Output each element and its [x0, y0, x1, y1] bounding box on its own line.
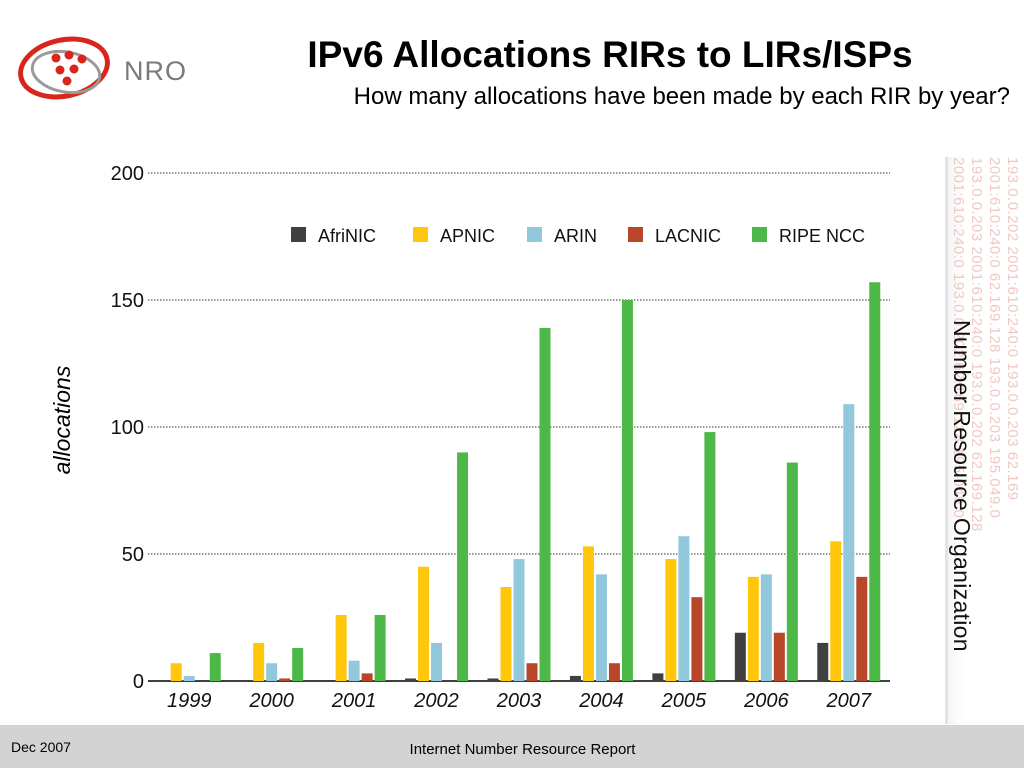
bar: [569, 675, 581, 681]
bar: [582, 546, 594, 681]
bar: [253, 642, 265, 681]
legend-label: APNIC: [440, 226, 495, 246]
bar: [348, 660, 360, 681]
legend-swatch: [413, 227, 428, 242]
bar: [361, 673, 373, 681]
bar: [608, 663, 620, 681]
bar: [513, 559, 525, 681]
bar: [418, 566, 430, 681]
bar: [266, 663, 278, 681]
bar: [786, 462, 798, 681]
bar: [843, 404, 855, 681]
bar: [734, 632, 746, 681]
svg-text:NRO: NRO: [124, 56, 187, 86]
bar: [405, 678, 417, 681]
bar: [621, 300, 633, 681]
bar: [431, 642, 443, 681]
side-decoration: 2001:610:240:0 193.0.0.202 62.169.128 19…: [945, 157, 1024, 724]
bar: [856, 576, 868, 681]
bar: [830, 541, 842, 681]
bar: [691, 597, 703, 681]
bar: [678, 536, 690, 681]
bar: [335, 614, 347, 681]
bar: [773, 632, 785, 681]
x-tick-label: 2001: [331, 690, 377, 712]
bar: [292, 647, 304, 681]
x-tick-label: 2000: [248, 690, 294, 712]
legend-swatch: [752, 227, 767, 242]
bar: [869, 282, 881, 681]
y-tick-label: 50: [122, 544, 144, 566]
y-tick-label: 200: [111, 163, 144, 185]
bar: [652, 673, 664, 681]
y-axis-label: allocations: [49, 365, 75, 474]
ip-watermark-text: 193.0.0.203 2001:610:240:0 193.0.0.202 6…: [968, 157, 985, 532]
x-tick-label: 2002: [413, 690, 459, 712]
x-tick-label: 2003: [496, 690, 542, 712]
footer-bar: Dec 2007 Internet Number Resource Report: [0, 725, 1024, 768]
y-tick-label: 150: [111, 290, 144, 312]
bar: [457, 452, 469, 681]
x-tick-label: 2007: [826, 690, 872, 712]
bar: [209, 653, 221, 681]
legend-swatch: [291, 227, 306, 242]
legend-label: LACNIC: [655, 226, 721, 246]
x-tick-label: 2004: [578, 690, 624, 712]
bar: [374, 614, 386, 681]
legend-swatch: [527, 227, 542, 242]
bar: [539, 327, 551, 681]
bar: [487, 678, 499, 681]
organization-label: Number Resource Organization: [949, 320, 975, 652]
bar: [279, 678, 291, 681]
legend-label: RIPE NCC: [779, 226, 865, 246]
page-subtitle: How many allocations have been made by e…: [353, 83, 1010, 110]
y-tick-label: 0: [133, 671, 144, 693]
x-tick-label: 1999: [167, 690, 212, 712]
legend-swatch: [628, 227, 643, 242]
ip-watermark-text: 2001:610:240:0 62.169.128 193.0.0.203 19…: [986, 157, 1003, 519]
bar: [747, 576, 759, 681]
footer-date: Dec 2007: [11, 739, 71, 755]
bar: [595, 574, 607, 681]
bar: [183, 675, 195, 681]
bar: [500, 587, 512, 681]
legend-label: ARIN: [554, 226, 597, 246]
bar: [170, 663, 182, 681]
nro-logo: NRO: [18, 36, 187, 100]
legend-label: AfriNIC: [318, 226, 376, 246]
bar: [704, 432, 716, 681]
ip-watermark-text: 193.0.0.202 2001:610:240:0 193.0.0.203 6…: [1004, 157, 1021, 501]
page-title: IPv6 Allocations RIRs to LIRs/ISPs: [307, 34, 913, 75]
bar: [665, 559, 677, 681]
bar-chart: 0 50 100 150 200 allocations 1999 2000 2001 2002 2…: [49, 163, 890, 712]
y-tick-label: 100: [111, 417, 144, 439]
footer-report-title: Internet Number Resource Report: [409, 741, 636, 758]
bar: [526, 663, 538, 681]
bar: [760, 574, 772, 681]
x-tick-label: 2005: [661, 690, 707, 712]
bar: [817, 642, 829, 681]
x-tick-label: 2006: [743, 690, 789, 712]
ip-watermark-text: 2001:610:240:0 193.0.0.202 62.169.128 19…: [950, 157, 967, 519]
